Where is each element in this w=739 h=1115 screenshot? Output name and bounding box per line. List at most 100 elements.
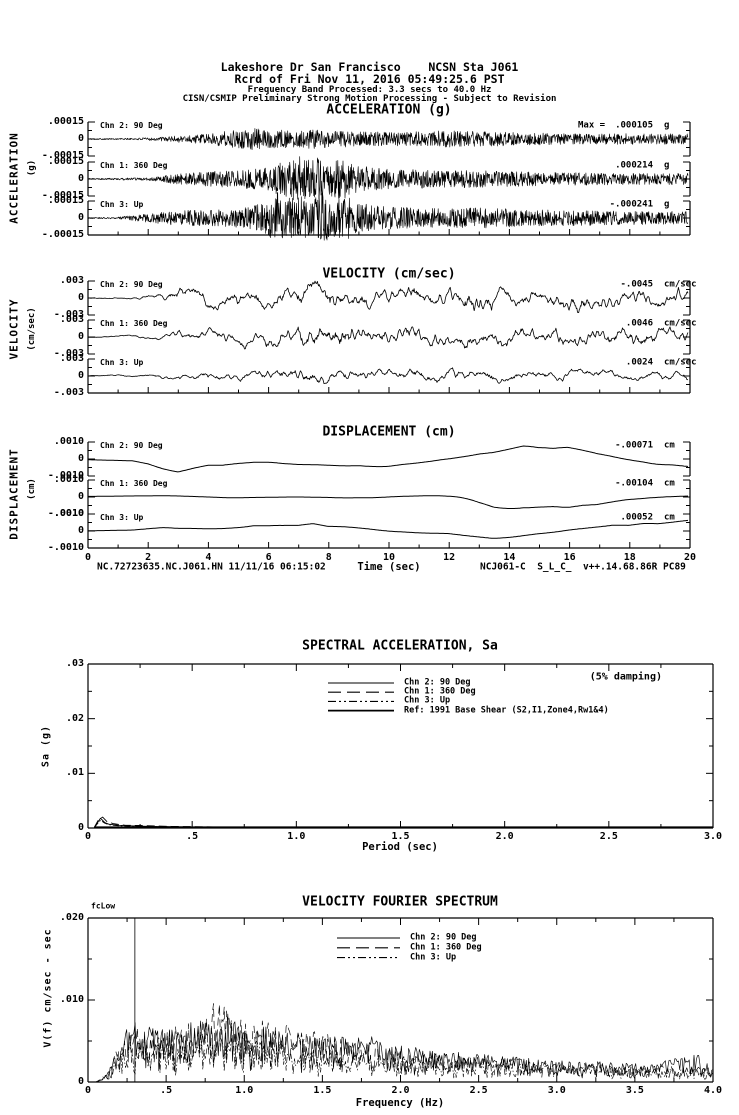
x-tick-label: 3.0	[547, 1085, 566, 1096]
max-value: .000214	[615, 160, 653, 171]
fourier-x-axis-label: Frequency (Hz)	[355, 1097, 445, 1109]
x-tick-label: .5	[186, 831, 199, 842]
x-tick-label: 20	[683, 552, 697, 563]
x-tick-label: 1.5	[391, 831, 410, 842]
channel-label: Chn 2: 90 Deg	[100, 280, 163, 289]
max-value: -.000241	[609, 199, 653, 210]
channel-label: Chn 2: 90 Deg	[100, 441, 163, 450]
y-tick-label: 0	[77, 453, 84, 464]
y-tick-label: .02	[65, 712, 84, 724]
x-tick-label: 0	[84, 831, 92, 842]
x-tick-label: 4	[205, 552, 212, 563]
sa-damping-note: (5% damping)	[589, 671, 662, 683]
max-value: .000105	[615, 120, 653, 131]
y-tick-label: .00015	[47, 116, 84, 127]
x-tick-label: 16	[563, 552, 576, 563]
max-unit: cm	[664, 478, 675, 489]
header-band-line: Frequency Band Processed: 3.3 secs to 40…	[247, 85, 492, 95]
x-tick-label: 18	[623, 552, 636, 563]
channel-label: Chn 1: 360 Deg	[100, 319, 168, 328]
group-title-displacement: DISPLACEMENT (cm)	[322, 424, 456, 440]
y-tick-label: 0	[77, 525, 84, 536]
header-station-line: Lakeshore Dr San Francisco NCSN Sta J061	[220, 60, 519, 74]
y-tick-label: .020	[59, 912, 84, 923]
max-unit: g	[664, 160, 670, 171]
y-tick-label: .03	[65, 658, 84, 669]
legend-label: Chn 3: Up	[404, 695, 451, 706]
x-tick-label: 2	[145, 552, 152, 563]
group-title-velocity: VELOCITY (cm/sec)	[322, 266, 456, 282]
channel-label: Chn 2: 90 Deg	[100, 121, 163, 130]
sa-x-axis-label: Period (sec)	[362, 841, 438, 853]
y-tick-label: .0010	[53, 508, 84, 519]
fourier-plot-title: VELOCITY FOURIER SPECTRUM	[302, 894, 498, 910]
max-unit: cm	[664, 440, 675, 451]
time-axis-label: Time (sec)	[357, 561, 421, 573]
x-tick-label: 1.0	[287, 831, 306, 842]
y-tick-label: 0	[77, 331, 84, 342]
header-processing-line: CISN/CSMIP Preliminary Strong Motion Pro…	[182, 94, 557, 104]
y-tick-label: 0	[77, 370, 84, 381]
group-title-acceleration: ACCELERATION (g)	[326, 102, 452, 118]
fourier-y-axis-label: V(f) cm/sec - sec	[42, 928, 54, 1048]
max-unit: cm/sec	[664, 318, 697, 329]
max-unit: cm	[664, 512, 675, 523]
y-tick-label: -.003	[53, 387, 84, 398]
x-tick-label: 1.5	[313, 1085, 332, 1096]
y-tick-label: 0	[77, 133, 84, 144]
x-tick-label: 2.5	[599, 831, 618, 842]
legend-label: Chn 1: 360 Deg	[404, 686, 476, 697]
footer-record-id: NC.72723635.NC.J061.HN 11/11/16 06:15:02	[97, 561, 326, 573]
x-tick-label: 3.0	[703, 831, 723, 842]
max-value: -.00071	[615, 440, 653, 451]
y-tick-label: .01	[65, 767, 84, 779]
x-tick-label: 2.0	[495, 831, 514, 842]
side-label-acceleration: ACCELERATION	[7, 132, 21, 224]
max-value: .0046	[625, 318, 653, 329]
legend-label: Chn 1: 360 Deg	[410, 942, 482, 953]
y-tick-label: -.0010	[47, 542, 84, 553]
max-value: -.0045	[620, 279, 653, 290]
y-tick-label: .00015	[47, 156, 84, 167]
y-tick-label: .0010	[53, 474, 84, 485]
x-tick-label: 0	[84, 552, 92, 563]
y-tick-label: .010	[59, 994, 84, 1005]
max-value: .00052	[620, 512, 653, 523]
channel-label: Chn 3: Up	[100, 200, 144, 209]
x-tick-label: 1.0	[235, 1085, 254, 1096]
x-tick-label: 2.0	[391, 1085, 410, 1096]
y-tick-label: .0010	[53, 436, 84, 447]
y-tick-label: .003	[59, 353, 84, 364]
max-unit: g	[664, 120, 670, 131]
x-tick-label: 10	[382, 552, 396, 563]
side-unit-displacement: (cm)	[27, 478, 37, 500]
header-record-line: Rcrd of Fri Nov 11, 2016 05:49:25.6 PST	[234, 72, 505, 86]
y-tick-label: -.00015	[41, 190, 84, 201]
max-unit: cm/sec	[664, 357, 697, 368]
channel-label: Chn 1: 360 Deg	[100, 479, 168, 488]
channel-label: Chn 3: Up	[100, 358, 144, 367]
sa-y-axis-label: Sa (g)	[40, 724, 52, 768]
sa-plot-title: SPECTRAL ACCELERATION, Sa	[302, 638, 498, 654]
side-label-velocity: VELOCITY	[7, 298, 21, 360]
y-tick-label: .00015	[47, 195, 84, 206]
x-tick-label: 6	[265, 552, 272, 563]
channel-label: Chn 3: Up	[100, 513, 144, 522]
y-tick-label: 0	[77, 292, 84, 303]
y-tick-label: 0	[77, 491, 84, 502]
y-tick-label: -.0010	[47, 508, 84, 519]
x-tick-label: 0	[84, 1085, 92, 1096]
legend-label: Ref: 1991 Base Shear (S2,I1,Zone4,Rw1&4)	[404, 705, 609, 716]
side-unit-velocity: (cm/sec)	[27, 307, 37, 351]
max-prefix: Max =	[578, 120, 606, 131]
y-tick-label: -.003	[53, 309, 84, 320]
fc-low-marker-label: fcLow	[91, 901, 116, 911]
y-tick-label: 0	[77, 822, 84, 833]
y-tick-label: 0	[77, 1076, 84, 1087]
y-tick-label: .003	[59, 275, 84, 286]
side-unit-acceleration: (g)	[27, 159, 37, 177]
footer-processing-tag: NCJ061-C S_L_C_ v++.14.68.86R PC89	[480, 561, 686, 573]
x-tick-label: .5	[160, 1085, 173, 1096]
